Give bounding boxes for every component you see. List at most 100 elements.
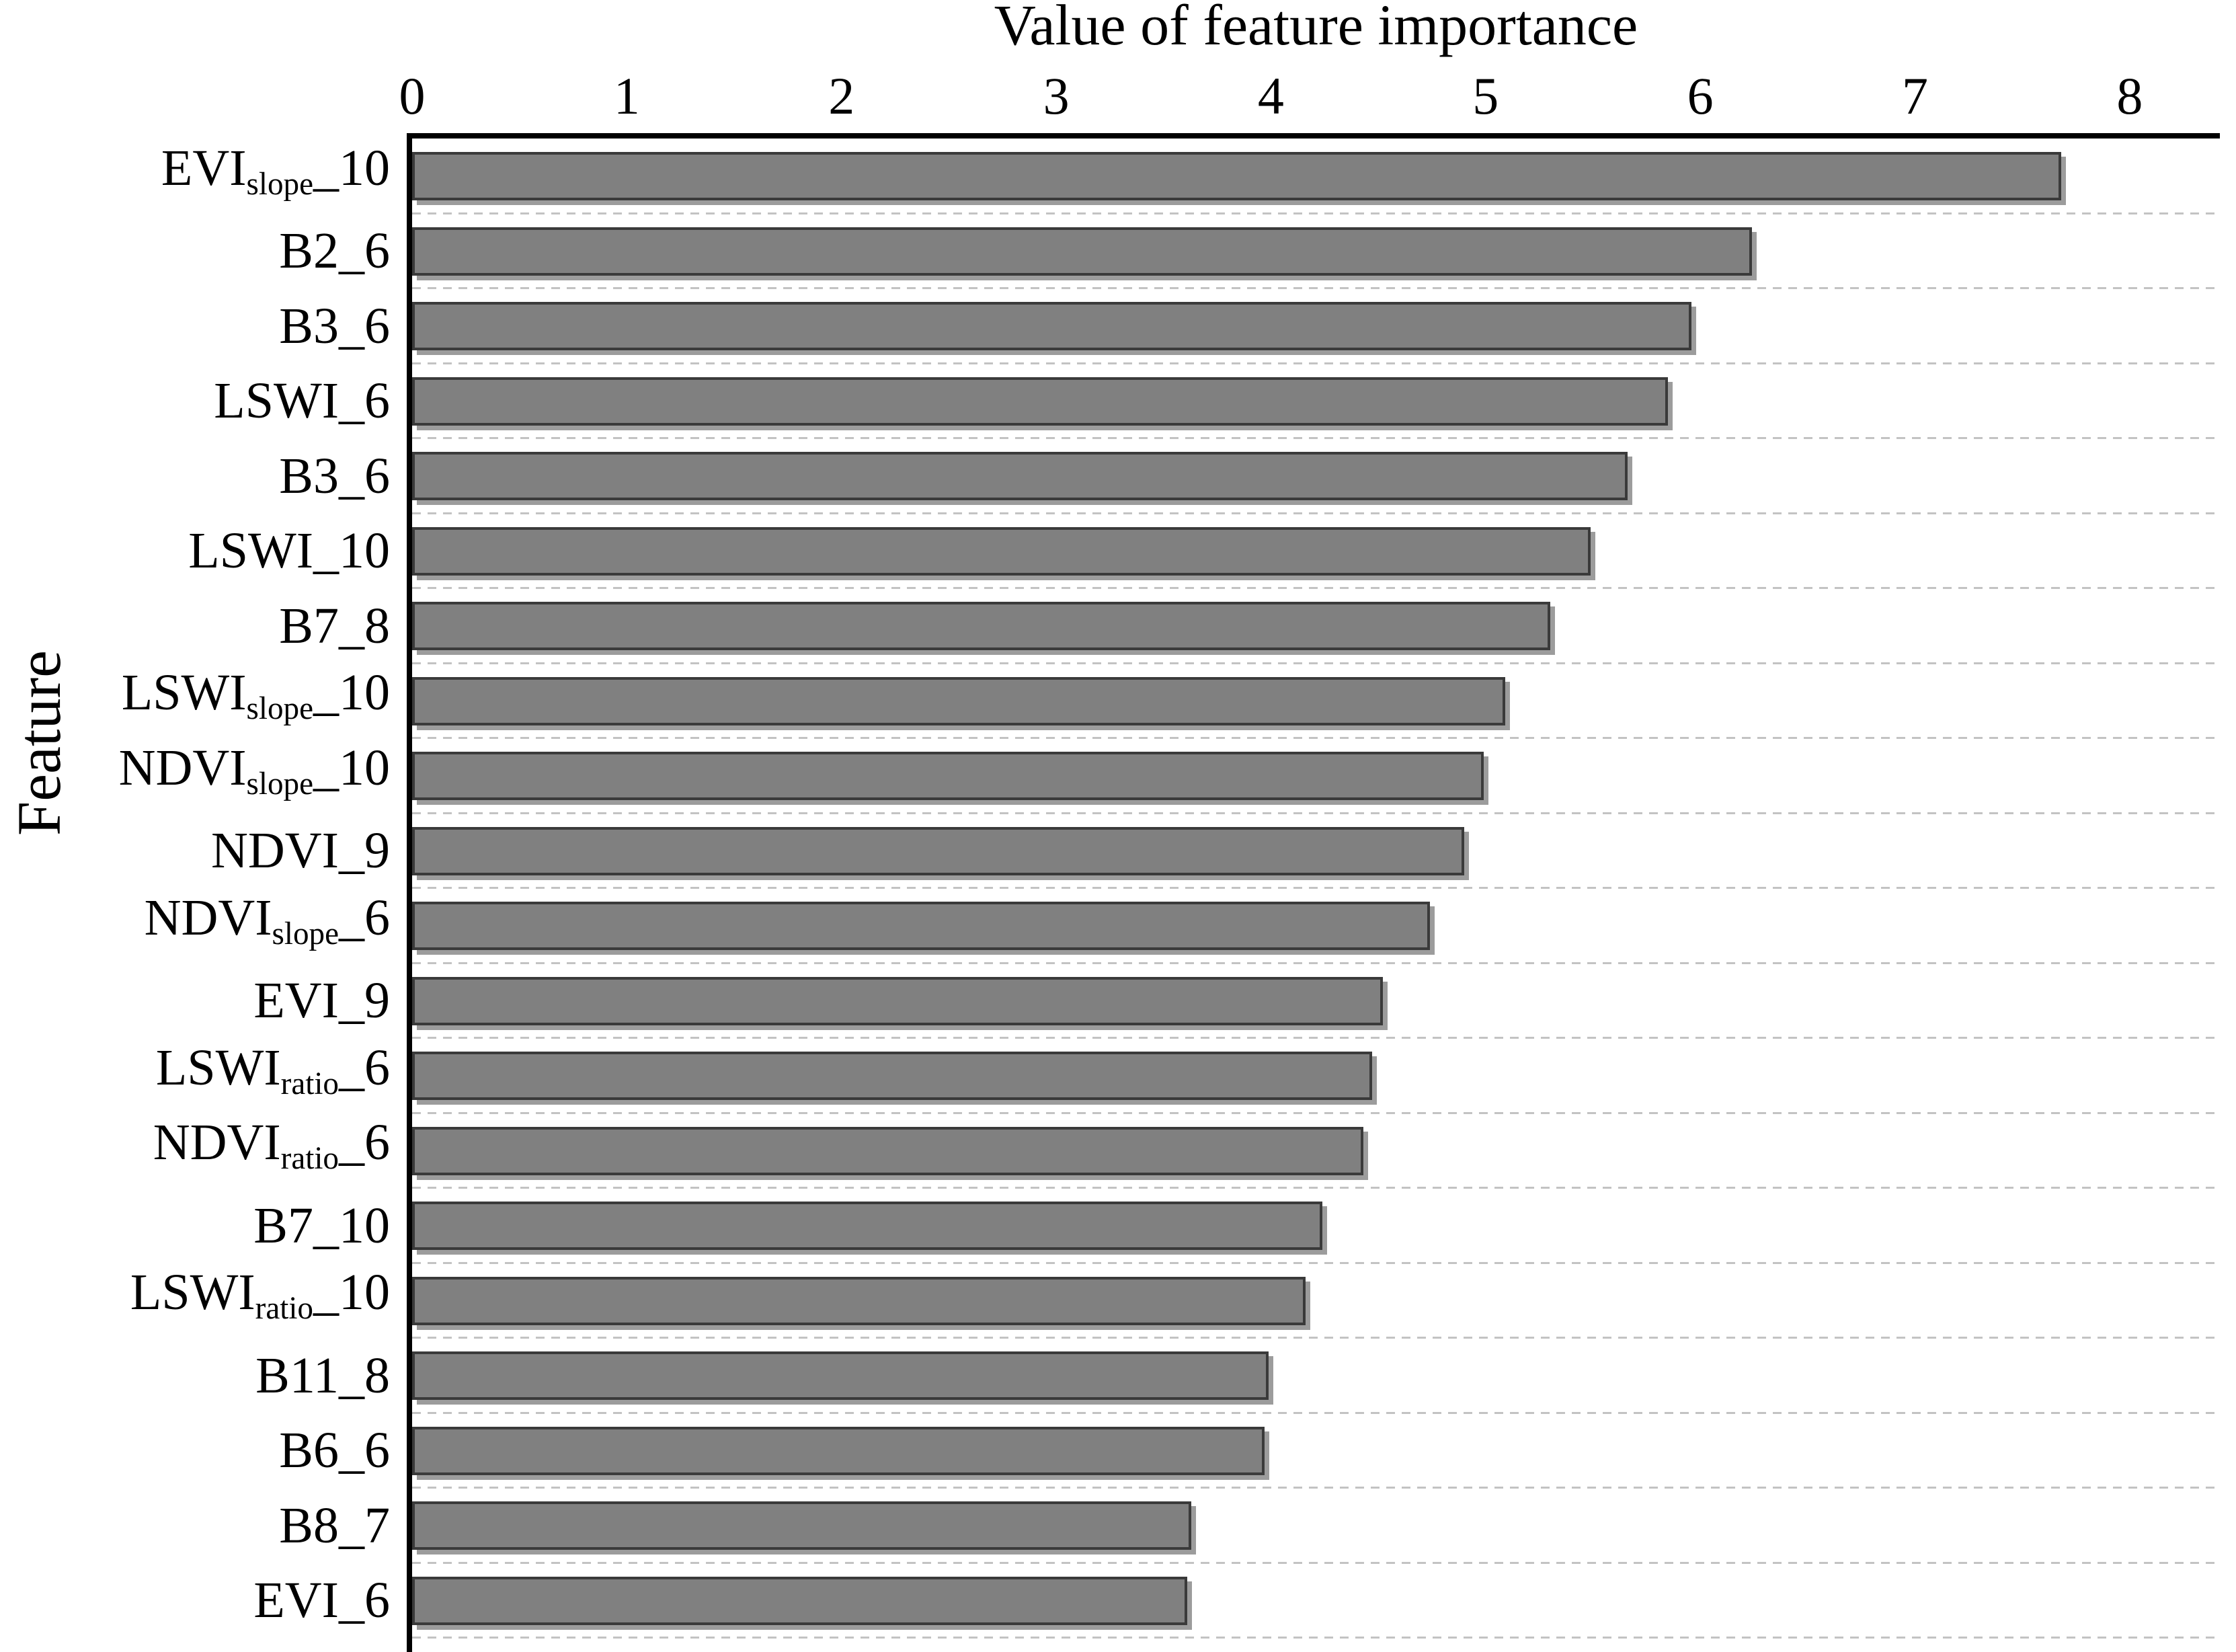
y-label-main: LSWI	[130, 1264, 255, 1321]
y-label-main: B6_6	[279, 1422, 390, 1479]
x-tick-label: 5	[1472, 67, 1499, 125]
y-label-main: NDVI	[144, 889, 272, 946]
bar-EVI_slope_10	[412, 152, 2061, 200]
bar-NDVI_ratio_6	[412, 1126, 1363, 1175]
y-label-main: LSWI	[121, 664, 247, 721]
y-label-main: EVI_6	[253, 1572, 390, 1629]
y-label-LSWI_ratio_6: LSWIratio_6	[156, 1042, 390, 1109]
y-label-EVI_9: EVI_9	[253, 975, 390, 1026]
bar-B3_6	[412, 302, 1692, 350]
x-tick-label: 0	[399, 67, 426, 125]
x-tick-label: 1	[613, 67, 640, 125]
y-label-suffix: _6	[339, 889, 390, 946]
y-label-main: LSWI_10	[188, 522, 390, 580]
y-label-main: B7_8	[279, 597, 390, 654]
gridline	[412, 1411, 2220, 1414]
left-axis-spine	[407, 133, 412, 1652]
y-label-B2_6: B2_6	[279, 225, 390, 276]
bar-LSWI_ratio_6	[412, 1052, 1372, 1100]
bar-LSWI_slope_10	[412, 676, 1505, 725]
gridline	[412, 1561, 2220, 1564]
gridline	[412, 737, 2220, 739]
y-label-subscript: ratio	[280, 1141, 339, 1177]
bar-B6_6	[412, 1426, 1265, 1475]
y-label-NDVI_ratio_6: NDVIratio_6	[153, 1117, 390, 1184]
bar-LSWI_10	[412, 526, 1591, 576]
gridline	[412, 887, 2220, 889]
y-label-LSWI_6: LSWI_6	[214, 375, 390, 426]
y-label-main: B7_10	[253, 1197, 390, 1254]
y-label-B7_8: B7_8	[279, 600, 390, 652]
chart-title: Value of feature importance	[994, 0, 1638, 57]
gridline	[412, 662, 2220, 664]
y-label-NDVI_slope_10: NDVIslope_10	[119, 742, 390, 810]
gridline	[412, 812, 2220, 814]
y-label-suffix: _10	[313, 1264, 390, 1321]
y-label-main: LSWI_6	[214, 372, 390, 430]
bar-B2_6	[412, 227, 1752, 276]
y-label-NDVI_9: NDVI_9	[211, 825, 390, 876]
bar-NDVI_slope_10	[412, 752, 1484, 800]
y-label-main: EVI	[161, 139, 247, 196]
bar-B7_10	[412, 1202, 1323, 1250]
bar-B11_8	[412, 1351, 1269, 1400]
y-label-main: B3_6	[279, 447, 390, 504]
x-tick-label: 6	[1687, 67, 1714, 125]
y-label-B3_6: B3_6	[279, 301, 390, 352]
bar-B8_7	[412, 1501, 1192, 1550]
gridline	[412, 437, 2220, 439]
bar-NDVI_9	[412, 826, 1464, 875]
bar-NDVI_slope_6	[412, 902, 1430, 950]
bar-EVI_9	[412, 976, 1383, 1025]
x-tick-label: 3	[1043, 67, 1070, 125]
y-label-subscript: slope	[246, 166, 313, 202]
y-label-main: B8_7	[279, 1497, 390, 1554]
y-label-NDVI_slope_6: NDVIslope_6	[145, 892, 390, 959]
y-label-suffix: _10	[313, 139, 390, 196]
bar-LSWI_ratio_10	[412, 1276, 1306, 1325]
gridline	[412, 512, 2220, 514]
gridline	[412, 1187, 2220, 1189]
y-label-B3_6: B3_6	[279, 450, 390, 502]
top-axis-spine	[407, 133, 2220, 139]
gridline	[412, 961, 2220, 964]
y-label-suffix: _6	[339, 1039, 390, 1096]
gridline	[412, 587, 2220, 589]
y-label-LSWI_ratio_10: LSWIratio_10	[130, 1267, 390, 1334]
y-label-LSWI_slope_10: LSWIslope_10	[122, 667, 390, 734]
y-label-main: LSWI	[155, 1039, 281, 1096]
y-label-subscript: ratio	[255, 1291, 313, 1327]
x-tick-label: 4	[1257, 67, 1284, 125]
y-label-B11_8: B11_8	[255, 1350, 390, 1401]
y-label-main: NDVI	[153, 1114, 281, 1171]
y-label-B7_10: B7_10	[253, 1200, 390, 1251]
y-label-subscript: slope	[246, 766, 313, 801]
plot-area	[407, 133, 2220, 1652]
y-label-LSWI_10: LSWI_10	[188, 525, 390, 576]
y-label-B6_6: B6_6	[279, 1425, 390, 1476]
gridline	[412, 1337, 2220, 1339]
y-label-B8_7: B8_7	[279, 1500, 390, 1551]
y-label-EVI_slope_10: EVIslope_10	[161, 143, 390, 210]
bar-EVI_6	[412, 1576, 1187, 1625]
y-label-suffix: _10	[313, 664, 390, 721]
y-label-main: EVI_9	[253, 972, 390, 1029]
gridline	[412, 287, 2220, 289]
y-label-suffix: _6	[339, 1114, 390, 1171]
x-tick-label: 7	[1902, 67, 1928, 125]
y-label-subscript: ratio	[280, 1066, 339, 1101]
x-tick-label: 8	[2116, 67, 2143, 125]
gridline	[412, 1637, 2220, 1639]
gridline	[412, 212, 2220, 214]
x-tick-label: 2	[828, 67, 855, 125]
bar-B7_8	[412, 602, 1550, 650]
gridline	[412, 1261, 2220, 1264]
y-label-main: B2_6	[279, 223, 390, 280]
y-label-main: NDVI	[118, 739, 247, 796]
y-label-suffix: _10	[313, 739, 390, 796]
y-label-subscript: slope	[272, 916, 339, 951]
y-axis-title: Feature	[5, 650, 73, 836]
y-label-subscript: slope	[246, 691, 313, 727]
bar-LSWI_6	[412, 377, 1669, 426]
